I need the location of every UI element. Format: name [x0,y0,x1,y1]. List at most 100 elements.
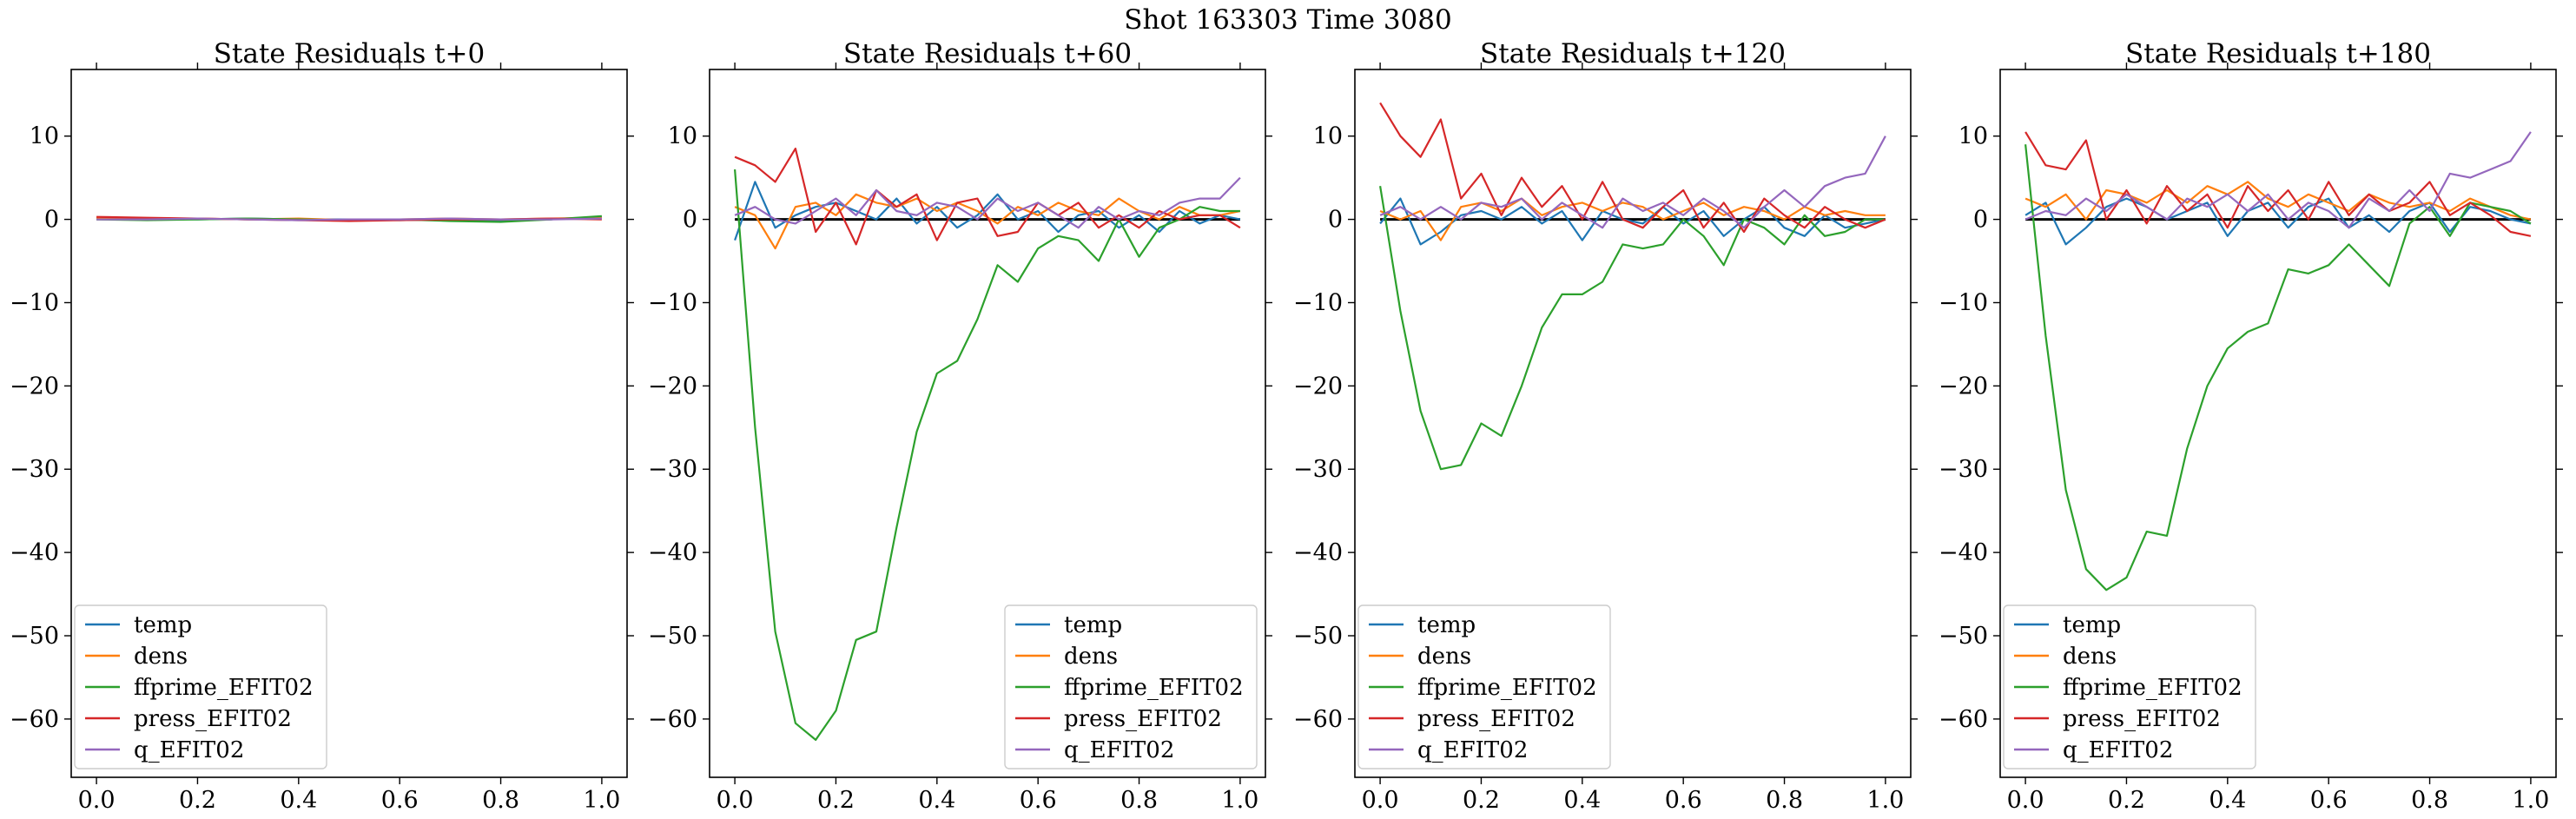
y-tick-label: −50 [648,623,697,650]
x-tick-label: 0.0 [1362,787,1399,814]
x-tick-label: 0.4 [1563,787,1601,814]
y-tick-label: −30 [1939,456,1988,483]
series-line-ffprime-efit02 [2024,144,2532,591]
series-line-temp [2024,197,2532,246]
y-tick-label: −40 [1293,539,1343,566]
legend-label: press_EFIT02 [134,706,292,732]
axes-frame [1354,69,1912,778]
legend-label: press_EFIT02 [1064,706,1222,732]
series-line-q-efit02 [1379,135,1886,229]
y-tick-label: 0 [1973,207,1988,234]
y-tick-label: 10 [668,123,697,150]
x-tick-label: 0.8 [1766,787,1803,814]
legend: temp dens ffprime_EFIT02 press_EFIT02 q_EFIT… [1004,604,1258,769]
legend-label: temp [134,612,192,638]
series-line-ffprime-efit02 [1379,186,1886,471]
panel-3: State Residuals t+120 0.0 0.2 0.4 0.6 0.8 1.0 1… [1293,38,1918,814]
legend-label: dens [134,644,188,670]
x-tick-label: 0.0 [78,787,116,814]
series-line-q-efit02 [2024,131,2532,229]
panel-title: State Residuals t+120 [1480,38,1786,69]
legend-label: q_EFIT02 [2063,737,2173,763]
x-tick-label: 0.4 [918,787,955,814]
y-tick-label: −30 [10,456,59,483]
y-tick-label: 0 [44,207,59,234]
x-tick-label: 0.6 [2310,787,2348,814]
y-tick-label: −10 [648,289,697,316]
legend-label: ffprime_EFIT02 [1064,675,1244,701]
x-tick-label: 0.4 [2209,787,2246,814]
y-tick-label: −40 [10,539,59,566]
y-tick-label: 10 [1958,123,1988,150]
y-tick-label: −10 [1293,289,1343,316]
panel-title: State Residuals t+0 [214,38,485,69]
legend-box [1004,604,1258,769]
axes-frame [709,69,1266,778]
panel-2: State Residuals t+60 0.0 0.2 0.4 0.6 0.8 1.0 10… [648,38,1272,814]
y-tick-label: −60 [10,706,59,733]
y-tick-label: −10 [1939,289,1988,316]
x-tick-label: 0.0 [2007,787,2044,814]
series-line-dens [734,193,1241,250]
legend-label: ffprime_EFIT02 [1417,675,1597,701]
x-tick-label: 0.4 [280,787,317,814]
legend-label: q_EFIT02 [1064,737,1174,763]
legend: temp dens ffprime_EFIT02 press_EFIT02 q_EFIT… [1357,604,1611,769]
x-tick-label: 1.0 [1866,787,1904,814]
x-tick-label: 0.2 [179,787,216,814]
y-tick-label: 10 [30,123,59,150]
x-tick-label: 1.0 [1221,787,1258,814]
legend-label: temp [1417,612,1476,638]
legend: temp dens ffprime_EFIT02 press_EFIT02 q_EFIT… [2003,604,2256,769]
x-tick-label: 0.2 [2108,787,2145,814]
x-tick-label: 0.6 [1020,787,1057,814]
y-tick-label: −60 [1939,706,1988,733]
y-tick-label: −40 [648,539,697,566]
legend-label: q_EFIT02 [134,737,244,763]
x-tick-label: 0.8 [482,787,519,814]
panel-title: State Residuals t+180 [2125,38,2431,69]
y-tick-label: −40 [1939,539,1988,566]
legend-label: dens [2063,644,2117,670]
legend-box [74,604,327,769]
series-line-q-efit02 [734,176,1241,229]
legend-box [2003,604,2256,769]
y-tick-label: −20 [1939,373,1988,400]
x-tick-label: 0.6 [381,787,419,814]
x-tick-label: 0.0 [717,787,754,814]
series-line-press-efit02 [2024,131,2532,237]
legend-label: dens [1417,644,1471,670]
y-tick-label: 0 [1328,207,1343,234]
legend-label: press_EFIT02 [1417,706,1575,732]
axes-frame [1999,69,2557,778]
legend-label: q_EFIT02 [1417,737,1528,763]
legend: temp dens ffprime_EFIT02 press_EFIT02 q_EFIT… [74,604,327,769]
y-tick-label: −60 [648,706,697,733]
x-tick-label: 0.2 [817,787,855,814]
series-line-ffprime-efit02 [734,169,1240,742]
legend-label: ffprime_EFIT02 [134,675,314,701]
y-tick-label: −50 [10,623,59,650]
x-tick-label: 1.0 [2512,787,2549,814]
legend-label: press_EFIT02 [2063,706,2221,732]
legend-box [1357,604,1611,769]
y-tick-label: −60 [1293,706,1343,733]
y-tick-label: 10 [1313,123,1343,150]
panel-title: State Residuals t+60 [843,38,1132,69]
y-tick-label: −20 [648,373,697,400]
y-tick-label: −20 [10,373,59,400]
panel-1: State Residuals t+0 0.0 0.2 0.4 0.6 0.8 1.0 10 0… [10,38,634,814]
panel-4: State Residuals t+180 0.0 0.2 0.4 0.6 0.8 1.0 1… [1939,38,2563,814]
x-tick-label: 0.2 [1463,787,1500,814]
x-tick-label: 0.6 [1665,787,1702,814]
y-tick-label: −10 [10,289,59,316]
legend-label: temp [2063,612,2121,638]
series-line-press-efit02 [734,148,1241,246]
x-tick-label: 1.0 [583,787,620,814]
figure-title: Shot 163303 Time 3080 [1124,4,1451,36]
y-tick-label: −30 [1293,456,1343,483]
series-line-temp [1379,197,1886,246]
y-tick-label: −50 [1293,623,1343,650]
legend-label: dens [1064,644,1118,670]
